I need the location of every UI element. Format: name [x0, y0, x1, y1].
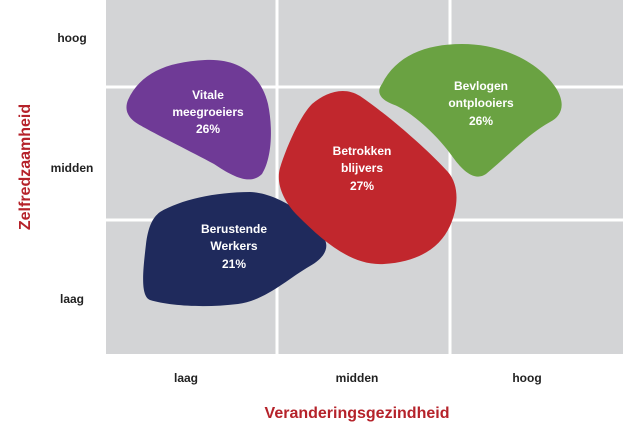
- x-axis-title: Veranderingsgezindheid: [265, 405, 450, 422]
- y-tick-label-laag: laag: [60, 292, 84, 306]
- x-tick-label-laag: laag: [174, 371, 198, 385]
- segment-label-berustende: Berustende Werkers 21%: [201, 222, 267, 271]
- x-tick-label-hoog: hoog: [512, 371, 541, 385]
- y-tick-label-hoog: hoog: [57, 31, 86, 45]
- segment-label-bevlogen: Bevlogen ontplooiers 26%: [448, 79, 514, 128]
- segment-shape-berustende: [143, 192, 327, 307]
- segment-label-vitale-line-2: meegroeiers: [172, 105, 244, 119]
- segment-shape-vitale: [126, 59, 271, 180]
- segment-shape-bevlogen: [379, 44, 562, 177]
- segment-label-berustende-line-1: Berustende: [201, 222, 267, 236]
- segment-percent-berustende: 21%: [222, 257, 246, 271]
- segment-shape-betrokken: [278, 90, 457, 265]
- segment-label-betrokken-line-2: blijvers: [341, 161, 383, 175]
- segment-label-vitale-line-1: Vitale: [192, 88, 224, 102]
- segment-label-berustende-line-2: Werkers: [210, 239, 257, 253]
- segment-label-bevlogen-line-2: ontplooiers: [448, 96, 514, 110]
- segment-label-vitale: Vitale meegroeiers 26%: [172, 88, 244, 136]
- segment-label-betrokken: Betrokken blijvers 27%: [333, 144, 392, 193]
- y-tick-label-midden: midden: [51, 161, 94, 175]
- y-axis-title: Zelfredzaamheid: [17, 104, 34, 230]
- segment-percent-bevlogen: 26%: [469, 114, 493, 128]
- segment-label-bevlogen-line-1: Bevlogen: [454, 79, 508, 93]
- segment-percent-betrokken: 27%: [350, 179, 374, 193]
- segment-percent-vitale: 26%: [196, 122, 220, 136]
- x-tick-label-midden: midden: [336, 371, 379, 385]
- segment-label-betrokken-line-1: Betrokken: [333, 144, 392, 158]
